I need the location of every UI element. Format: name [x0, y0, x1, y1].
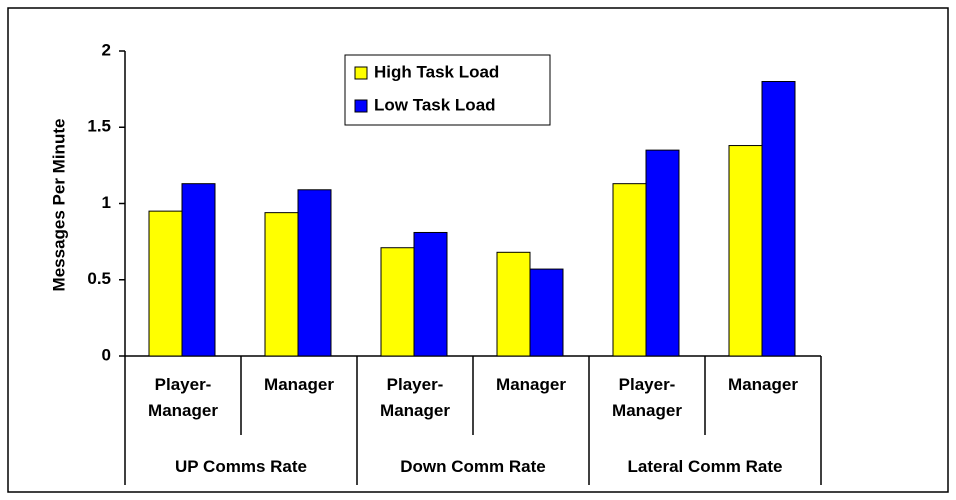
- bar: [529, 268, 564, 357]
- bar: [297, 189, 332, 357]
- bar: [264, 212, 299, 357]
- bar: [148, 210, 183, 357]
- legend-label: Low Task Load: [374, 95, 496, 114]
- y-tick-label: 1.5: [87, 117, 111, 136]
- bar: [380, 247, 415, 357]
- x-tick-label: Manager: [496, 375, 566, 394]
- y-tick-label: 2: [102, 40, 111, 59]
- y-tick-label: 0: [102, 345, 111, 364]
- x-tick-label: Player-Manager: [148, 375, 218, 420]
- frame: [7, 7, 949, 493]
- x-tick-label: Manager: [728, 375, 798, 394]
- bar: [761, 81, 796, 357]
- legend-swatch: [354, 66, 368, 80]
- y-axis-label: Messages Per Minute: [49, 119, 68, 292]
- bar: [413, 231, 448, 357]
- bar: [181, 183, 216, 357]
- bar: [496, 251, 531, 357]
- bar: [645, 149, 680, 357]
- legend-label: High Task Load: [374, 62, 499, 81]
- legend-box: [344, 54, 551, 126]
- x-tick-label: Player-Manager: [380, 375, 450, 420]
- x-tick-label: Player-Manager: [612, 375, 682, 420]
- y-tick-label: 0.5: [87, 269, 111, 288]
- bar: [612, 183, 647, 357]
- legend-swatch: [354, 99, 368, 113]
- bar: [728, 145, 763, 357]
- x-tick-label: Manager: [264, 375, 334, 394]
- group-label: UP Comms Rate: [175, 457, 307, 476]
- group-label: Down Comm Rate: [400, 457, 546, 476]
- y-tick-label: 1: [102, 193, 111, 212]
- group-label: Lateral Comm Rate: [627, 457, 783, 476]
